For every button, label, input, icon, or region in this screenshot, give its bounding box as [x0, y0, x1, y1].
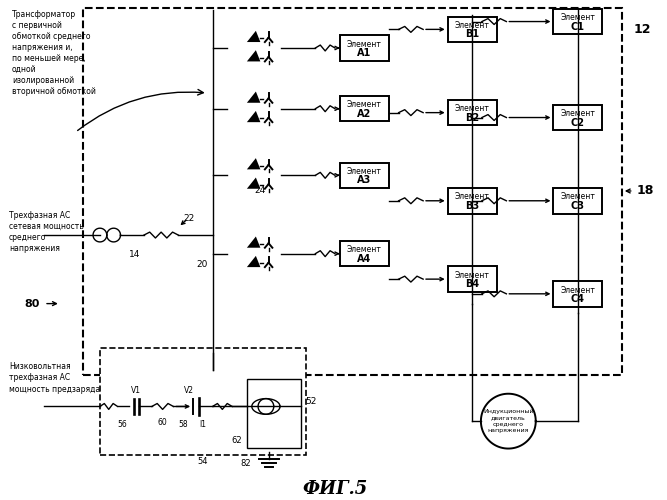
Text: Низковольтная
трехфазная АС
мощность предзаряда: Низковольтная трехфазная АС мощность пре…	[9, 362, 100, 394]
Bar	[340, 36, 389, 60]
Bar	[100, 348, 305, 456]
Bar	[340, 162, 389, 188]
Polygon shape	[247, 92, 260, 103]
Text: 22: 22	[183, 214, 194, 222]
Bar	[554, 9, 602, 34]
Text: Элемент: Элемент	[560, 13, 596, 22]
Polygon shape	[247, 50, 260, 62]
Text: 58: 58	[178, 420, 188, 429]
Text: Элемент: Элемент	[347, 167, 382, 176]
Text: Элемент: Элемент	[455, 271, 490, 280]
Text: Трехфазная АС
сетевая мощность
среднего
напряжения: Трехфазная АС сетевая мощность среднего …	[9, 210, 83, 253]
Text: Элемент: Элемент	[560, 109, 596, 118]
Text: ФИГ.5: ФИГ.5	[302, 480, 368, 498]
Bar	[554, 281, 602, 306]
Text: Элемент: Элемент	[347, 100, 382, 110]
Polygon shape	[247, 178, 260, 189]
Polygon shape	[247, 236, 260, 248]
Text: Индукционный
двигатель
среднего
напряжения: Индукционный двигатель среднего напряжен…	[483, 410, 534, 433]
Text: Элемент: Элемент	[455, 21, 490, 30]
Polygon shape	[247, 31, 260, 42]
Text: C1: C1	[571, 22, 585, 32]
Bar	[448, 266, 496, 292]
Text: A4: A4	[358, 254, 372, 264]
Bar	[554, 105, 602, 130]
Text: 62: 62	[231, 436, 242, 445]
Text: 14: 14	[129, 250, 140, 258]
Text: 60: 60	[157, 418, 167, 427]
Text: Элемент: Элемент	[455, 192, 490, 202]
Text: 18: 18	[636, 184, 654, 198]
Bar	[448, 100, 496, 126]
Text: I1: I1	[199, 420, 206, 429]
Text: Элемент: Элемент	[560, 286, 596, 294]
Bar	[448, 16, 496, 42]
Text: 52: 52	[305, 397, 317, 406]
Text: 12: 12	[634, 22, 651, 36]
Text: Трансформатор
с первичной
обмоткой среднего
напряжения и,
по меньшей мере,
одной: Трансформатор с первичной обмоткой средн…	[12, 10, 95, 97]
Text: C4: C4	[571, 294, 585, 304]
Text: B2: B2	[465, 112, 479, 122]
Text: 24: 24	[255, 186, 266, 195]
Text: Элемент: Элемент	[347, 40, 382, 48]
Text: C2: C2	[571, 118, 585, 128]
Bar	[554, 188, 602, 214]
Bar	[340, 241, 389, 266]
Text: A2: A2	[358, 109, 372, 119]
Text: A1: A1	[358, 48, 372, 58]
Text: Элемент: Элемент	[455, 104, 490, 114]
Text: C3: C3	[571, 201, 585, 211]
Polygon shape	[247, 158, 260, 170]
Text: V1: V1	[131, 386, 141, 394]
Text: V2: V2	[184, 386, 194, 394]
Text: B4: B4	[465, 279, 479, 289]
Polygon shape	[247, 256, 260, 267]
Bar	[448, 188, 496, 214]
Text: Элемент: Элемент	[560, 192, 596, 202]
Text: B1: B1	[465, 30, 479, 40]
Text: 82: 82	[241, 459, 251, 468]
Text: A3: A3	[358, 176, 372, 186]
Bar	[340, 96, 389, 122]
Text: Элемент: Элемент	[347, 246, 382, 254]
Text: 54: 54	[197, 458, 208, 466]
Bar	[247, 379, 301, 448]
Text: 80: 80	[25, 298, 40, 308]
Text: 20: 20	[196, 260, 207, 269]
Text: B3: B3	[465, 201, 479, 211]
Bar	[83, 8, 622, 375]
Polygon shape	[247, 111, 260, 122]
Text: 56: 56	[117, 420, 127, 429]
